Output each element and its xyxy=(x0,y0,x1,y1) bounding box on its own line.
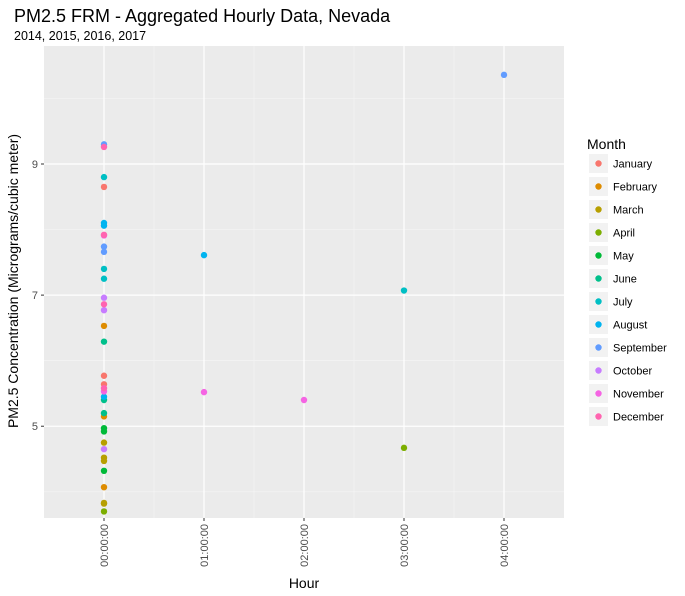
chart-title: PM2.5 FRM - Aggregated Hourly Data, Neva… xyxy=(14,6,391,26)
legend-marker xyxy=(595,183,602,190)
legend: Month January February March April May June Ju… xyxy=(587,136,667,426)
x-axis-label: Hour xyxy=(289,575,320,591)
legend-marker xyxy=(595,413,602,420)
data-point xyxy=(100,222,108,229)
data-point xyxy=(200,251,208,259)
data-point xyxy=(100,500,108,507)
data-point xyxy=(100,508,108,515)
legend-label: December xyxy=(613,412,664,424)
y-axis-label: PM2.5 Concentration (Micrograms/cubic me… xyxy=(5,134,21,428)
legend-marker xyxy=(595,160,602,167)
legend-item: October xyxy=(589,361,652,380)
data-point xyxy=(100,457,108,465)
legend-marker xyxy=(595,229,602,236)
chart-subtitle: 2014, 2015, 2016, 2017 xyxy=(14,29,146,43)
legend-label: March xyxy=(613,205,644,217)
legend-item: June xyxy=(589,269,637,288)
data-point xyxy=(200,388,208,396)
data-point xyxy=(100,467,108,474)
legend-marker xyxy=(595,367,602,374)
x-tick-label: 04:00:00 xyxy=(499,524,511,567)
legend-label: July xyxy=(613,297,633,309)
data-point xyxy=(100,428,108,435)
legend-item: July xyxy=(589,292,633,311)
y-tick-label: 5 xyxy=(32,421,38,433)
y-tick-label: 7 xyxy=(32,290,38,302)
legend-marker xyxy=(595,390,602,397)
legend-label: November xyxy=(613,389,664,401)
legend-item: December xyxy=(589,407,664,426)
data-points xyxy=(100,71,508,515)
x-tick-label: 03:00:00 xyxy=(399,524,411,567)
legend-marker xyxy=(595,275,602,282)
legend-label: October xyxy=(613,366,652,378)
legend-label: September xyxy=(613,343,667,355)
x-tick-label: 00:00:00 xyxy=(99,524,111,567)
data-point xyxy=(100,372,108,379)
data-point xyxy=(100,445,108,453)
legend-item: November xyxy=(589,384,664,403)
legend-label: May xyxy=(613,251,634,263)
data-point xyxy=(300,396,308,404)
x-axis: 00:00:00 01:00:00 02:00:00 03:00:00 04:00:00 xyxy=(99,518,511,567)
data-point xyxy=(100,393,108,400)
data-point xyxy=(100,439,108,446)
legend-item: March xyxy=(589,200,644,219)
data-point xyxy=(100,243,108,250)
legend-item: January xyxy=(589,154,653,173)
data-point xyxy=(500,71,508,79)
legend-item: February xyxy=(589,177,658,196)
data-point xyxy=(100,385,108,392)
legend-item: September xyxy=(589,338,667,357)
legend-marker xyxy=(595,206,602,213)
major-gridlines xyxy=(44,46,564,518)
x-tick-label: 02:00:00 xyxy=(299,524,311,567)
data-point xyxy=(100,183,108,191)
y-tick-label: 9 xyxy=(32,159,38,171)
data-point xyxy=(400,287,408,294)
legend-item: April xyxy=(589,223,635,242)
data-point xyxy=(100,231,108,238)
data-point xyxy=(100,409,108,417)
data-point xyxy=(100,173,108,181)
legend-label: January xyxy=(613,159,653,171)
legend-label: April xyxy=(613,228,635,240)
data-point xyxy=(400,444,408,452)
legend-item: August xyxy=(589,315,647,334)
data-point xyxy=(100,306,108,314)
legend-marker xyxy=(595,344,602,351)
y-axis: 5 7 9 xyxy=(32,159,44,433)
legend-label: February xyxy=(613,182,658,194)
data-point xyxy=(100,322,108,330)
data-point xyxy=(100,483,108,491)
data-point xyxy=(100,294,108,301)
legend-marker xyxy=(595,252,602,259)
legend-title: Month xyxy=(587,136,626,152)
legend-marker xyxy=(595,321,602,328)
legend-label: June xyxy=(613,274,637,286)
data-point xyxy=(100,143,108,151)
legend-item: May xyxy=(589,246,634,265)
legend-marker xyxy=(595,298,602,305)
data-point xyxy=(100,265,108,273)
data-point xyxy=(100,301,108,308)
data-point xyxy=(100,248,108,256)
legend-items: January February March April May June July Augu… xyxy=(589,154,667,426)
data-point xyxy=(100,275,108,282)
data-point xyxy=(100,338,108,345)
x-tick-label: 01:00:00 xyxy=(199,524,211,567)
legend-label: August xyxy=(613,320,647,332)
